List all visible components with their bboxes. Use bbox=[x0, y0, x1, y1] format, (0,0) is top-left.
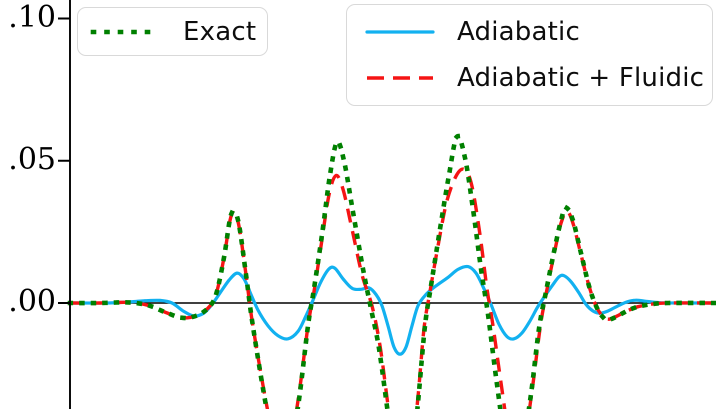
legend-label-adiabatic: Adiabatic bbox=[457, 17, 580, 47]
curve-adiabatic-fluidic bbox=[69, 167, 716, 409]
y-tick-label: .00 bbox=[8, 283, 56, 319]
legend-label-adiabatic-fluidic: Adiabatic + Fluidic bbox=[457, 63, 705, 93]
legend-item-adiabatic: Adiabatic bbox=[364, 9, 712, 55]
curve-exact bbox=[67, 133, 716, 409]
legend-box-main: Adiabatic Adiabatic + Fluidic bbox=[346, 4, 713, 106]
legend-item-exact: Exact bbox=[90, 9, 267, 55]
legend-sample-line bbox=[90, 29, 162, 34]
legend-box-exact: Exact bbox=[77, 7, 268, 56]
curve-adiabatic bbox=[68, 264, 716, 356]
legend-label-exact: Exact bbox=[183, 16, 257, 47]
legend-item-adiabatic-fluidic: Adiabatic + Fluidic bbox=[364, 55, 712, 101]
y-tick-label: .10 bbox=[8, 0, 56, 35]
legend-sample-line bbox=[367, 76, 433, 80]
legend-sample-line bbox=[365, 30, 435, 34]
y-tick-label: .05 bbox=[8, 141, 56, 177]
